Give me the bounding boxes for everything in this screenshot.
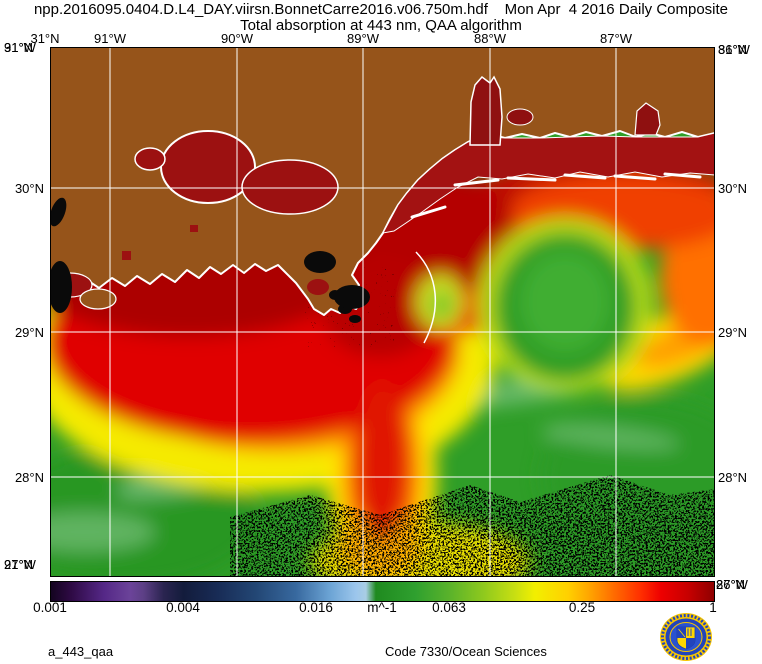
barrier-islands — [410, 172, 702, 219]
lat-label-30n-left: 30°N — [14, 181, 44, 196]
nrl-seal-logo — [659, 612, 713, 662]
nrl-seal-graphic — [660, 613, 712, 661]
lat-label-28n-right: 28°N — [718, 470, 748, 485]
colorbar-units: m^-1 — [367, 600, 397, 615]
lat-label-31n-top: 31°N — [30, 31, 60, 46]
corner-label-top-left: 91°W 31°N — [4, 40, 36, 55]
product-info: a_443_qaa BonnetCarre2016 (VIIRSN-npp) V… — [48, 613, 232, 664]
colorbar — [50, 581, 715, 602]
colorbar-tick-0016: 0.016 — [299, 600, 333, 615]
land-mass — [50, 47, 715, 315]
lat-label-28n-left: 28°N — [14, 470, 44, 485]
colorbar-tick-0001: 0.001 — [33, 600, 67, 615]
map-border — [50, 47, 715, 577]
colorbar-tick-0063: 0.063 — [432, 600, 466, 615]
org-code: Code 7330/Ocean Sciences — [385, 644, 547, 659]
map-canvas — [50, 47, 715, 577]
satellite-absorption-map — [50, 47, 715, 577]
corner-label-bottom-left: 91°W 27°N — [4, 557, 36, 572]
back-bay — [506, 108, 534, 126]
lon-label-91w: 91°W — [94, 31, 126, 46]
page-title: npp.2016095.0404.D.L4_DAY.viirsn.BonnetC… — [33, 1, 729, 18]
corner-label-bottom-right: 86°W 27°N — [716, 577, 748, 592]
marsh-patches — [50, 197, 370, 323]
organization-info: Code 7330/Ocean Sciences Naval Research … — [385, 613, 547, 664]
colorbar-tick-1: 1 — [709, 600, 717, 615]
colorbar-tick-0004: 0.004 — [166, 600, 200, 615]
pensacola-bay — [634, 102, 661, 136]
lake-pontchartrain — [160, 130, 256, 204]
lon-label-90w: 90°W — [221, 31, 253, 46]
lon-label-88w: 88°W — [474, 31, 506, 46]
lat-label-29n-right: 29°N — [718, 325, 748, 340]
mobile-bay — [469, 75, 503, 146]
lon-label-89w: 89°W — [347, 31, 379, 46]
lat-label-29n-left: 29°N — [14, 325, 44, 340]
lat-label-30n-right: 30°N — [718, 181, 748, 196]
lake-borgne-marsh — [241, 159, 339, 215]
lon-label-87w: 87°W — [600, 31, 632, 46]
product-id: a_443_qaa — [48, 644, 114, 659]
graticule — [50, 47, 715, 577]
lake-maurepas — [134, 147, 166, 171]
colorbar-tick-025: 0.25 — [568, 600, 596, 615]
corner-label-top-right: 86°W 31°N — [718, 42, 750, 57]
page-subtitle: Total absorption at 443 nm, QAA algorith… — [240, 17, 522, 34]
